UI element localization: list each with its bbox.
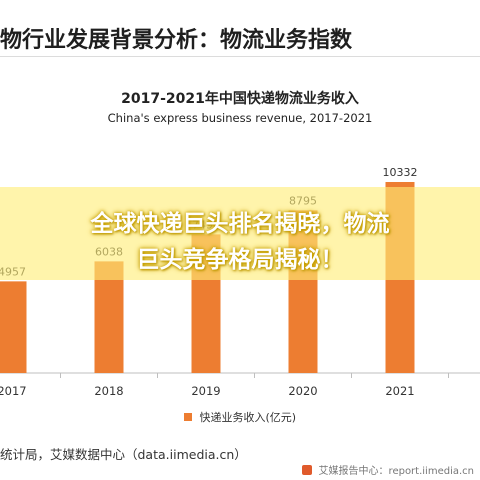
headline-banner[interactable]: 全球快递巨头排名揭晓，物流 巨头竞争格局揭秘！ [0,187,480,280]
source-note: 统计局，艾媒数据中心（data.iimedia.cn） [0,447,247,462]
chart-subtitle: China's express business revenue, 2017-2… [107,111,373,125]
x-tick-label-2021: 2021 [385,384,414,398]
legend-swatch [183,413,192,421]
footer-brand: 艾媒报告中心：report.iimedia.cn [302,462,474,477]
legend-label: 快递业务收入(亿元) [199,411,297,424]
data-label-2021: 10332 [383,166,418,179]
x-tick-label-2020: 2020 [288,384,317,398]
headline-line-2: 巨头竞争格局揭秘！ [136,247,344,273]
page-title: 物行业发展背景分析：物流业务指数 [0,28,353,53]
bar-2017[interactable] [0,281,27,373]
brand-logo-icon [302,464,313,475]
title-divider [0,56,480,57]
chart-legend: 快递业务收入(亿元) [0,409,480,425]
footer-brand-text: 艾媒报告中心：report.iimedia.cn [318,466,474,477]
chart-title: 2017-2021年中国快递物流业务收入 [121,91,359,107]
x-tick-label-2018: 2018 [94,384,123,398]
headline-line-1: 全球快递巨头排名揭晓，物流 [90,211,390,237]
x-tick-label-2019: 2019 [191,384,220,398]
x-tick-label-2017: 2017 [0,384,27,398]
